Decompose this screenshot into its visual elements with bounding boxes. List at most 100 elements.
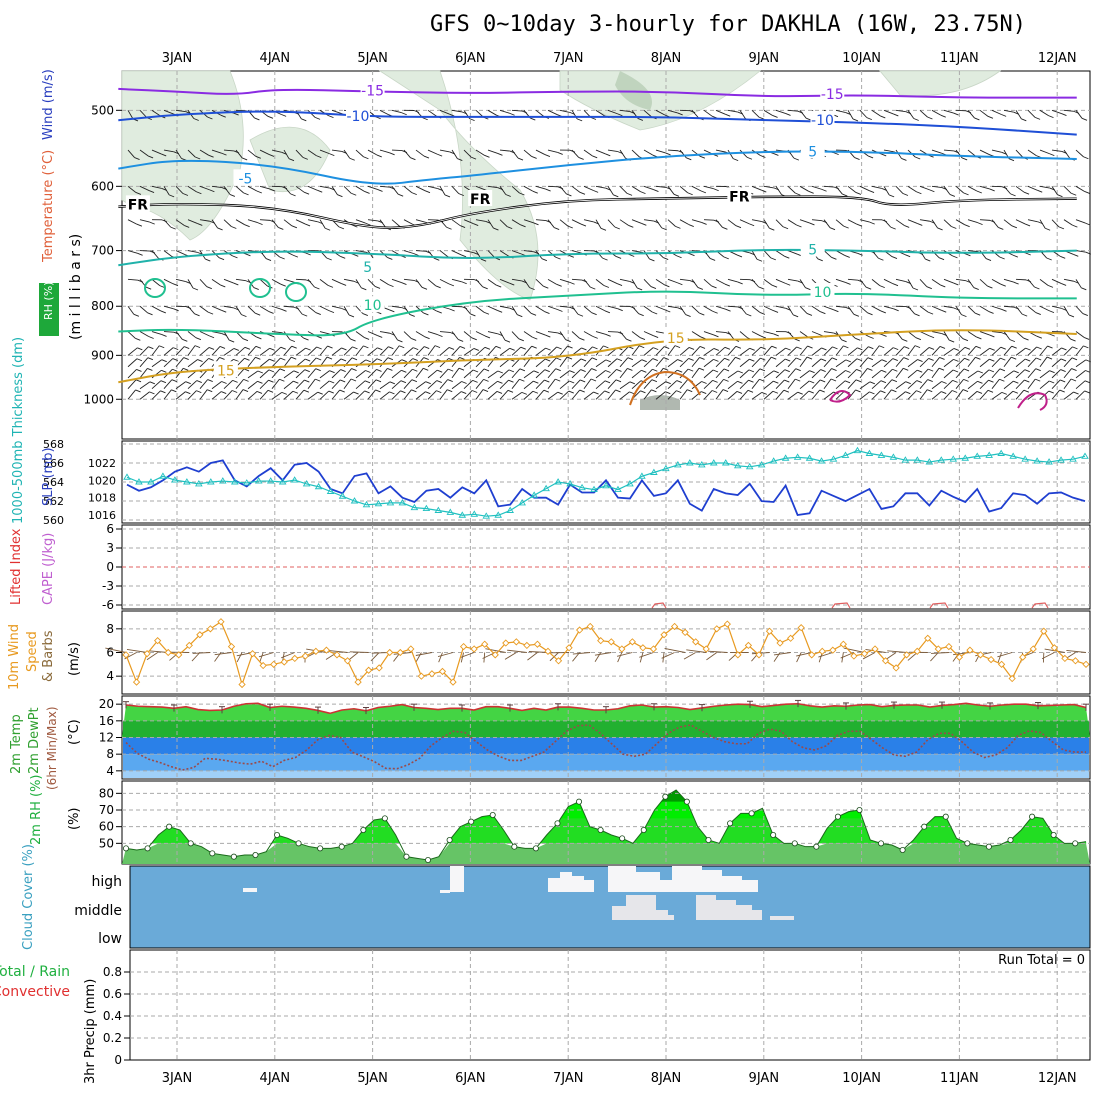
cloud-block [656,910,668,920]
wind-barb-flag [340,282,347,286]
y-tick-label: 12 [99,731,114,745]
wind-barb-flag [626,192,633,196]
wind-barb-flag [616,358,623,362]
wind-barb-flag [496,309,503,313]
wind-barb [1075,345,1084,356]
wind-speed-point [786,634,795,642]
wind-barb [475,279,484,288]
wind-barb [415,149,425,157]
wind-barb [835,345,844,356]
wind-barb-flag [713,188,719,192]
wind-barb [691,185,702,192]
wind-barb-flag [761,189,767,193]
wind-barb-flag [195,156,201,160]
wind-barb-flag [507,389,514,393]
wind-barb-flag [855,389,861,393]
wind-barb [1075,279,1082,289]
wind-barb-flag [817,258,823,262]
wind-barb-flag [472,379,478,383]
wind-label: Wind (m/s) [41,69,56,140]
wind-barb-flag [677,359,683,362]
thickness-tick-label: 560 [43,514,64,527]
wind-barb-flag [350,338,356,342]
wind-barb [439,109,450,115]
thickness-point [733,461,742,469]
wind-barb [595,219,602,229]
wind-barb-flag [353,253,359,257]
wind-barb-flag [243,368,250,372]
wind-barb-flag [461,281,467,285]
wind-barb-flag [279,378,285,382]
contour-label-bg [360,81,385,98]
wind-barb [607,278,618,284]
wind-barb-flag [470,313,476,317]
wind-barb-flag [317,189,323,193]
wind-speed-point [597,637,605,645]
wind-barb-flag [939,357,945,360]
wind-barb [151,185,162,189]
contour-line--5 [118,150,1077,185]
wind-barb-flag [748,379,754,383]
wind-barb-flag [973,287,979,290]
wind-speed-point [291,654,299,663]
wind-barb [1003,219,1013,227]
wind-barb-flag [206,286,212,290]
wind-barb-flag [340,379,346,383]
wind-barb-flag [926,286,932,290]
thickness-point [1033,457,1041,464]
dewpoint-line [125,724,1086,771]
wind-barb-flag [1083,345,1089,349]
temp-label-1: 2m Temp [9,714,24,774]
wind-barb-flag [676,380,682,383]
y-tick-label: 4 [106,764,114,778]
wind10m-barb [594,652,612,656]
wind-barb-flag [173,308,179,312]
thickness-point [1021,455,1029,462]
thickness-point [254,477,263,484]
wind-barb [739,331,748,339]
wind-barb-flag [219,346,226,349]
wind-barb-flag [974,117,980,121]
wind-barb-flag [1049,370,1055,374]
wind-barb [199,185,210,191]
wind-barb [127,305,135,315]
wind-barb [955,331,964,340]
wind-barb [127,358,138,368]
wind-barb-flag [664,346,670,349]
closed-contour [144,278,166,298]
wind-barb [727,331,735,340]
wind-barb-flag [280,346,286,350]
rh2m-unit: (%) [67,808,82,831]
wind-barb [499,347,510,356]
wind-barb [991,305,1002,310]
thickness-point [877,451,886,458]
wind-barb [283,149,290,159]
cloud-block [440,890,450,893]
wind-barb-flag [278,227,284,230]
wind-barb [1063,368,1072,379]
wind-barb-flag [724,357,730,361]
wind-barb-flag [1035,368,1041,372]
wind-barb-flag [636,287,643,291]
wind10m-barb [862,652,876,660]
temp-label-3: (6hr Min/Max) [45,707,59,791]
wind-barb-flag [480,258,487,262]
contour-label: -10 [811,113,834,129]
wind-barb [391,149,403,152]
wind-barb [559,305,570,308]
wind-barb [1027,279,1035,288]
wind-barb-flag [376,154,382,158]
wind-barb [919,219,930,222]
wind-speed-point [871,645,879,653]
wind-barb [151,109,161,117]
wind-barb [535,379,545,390]
thickness-point [745,462,754,470]
cloud-block [702,870,722,892]
cloud-blocks [243,866,794,920]
wind-barb-flag [904,254,911,258]
rh-vhigh-area [661,790,687,802]
wind-barb-flag [422,117,428,121]
wind-barb [991,219,999,228]
wind-barb-flag [1034,286,1040,290]
wind-barb-flag [771,356,777,360]
